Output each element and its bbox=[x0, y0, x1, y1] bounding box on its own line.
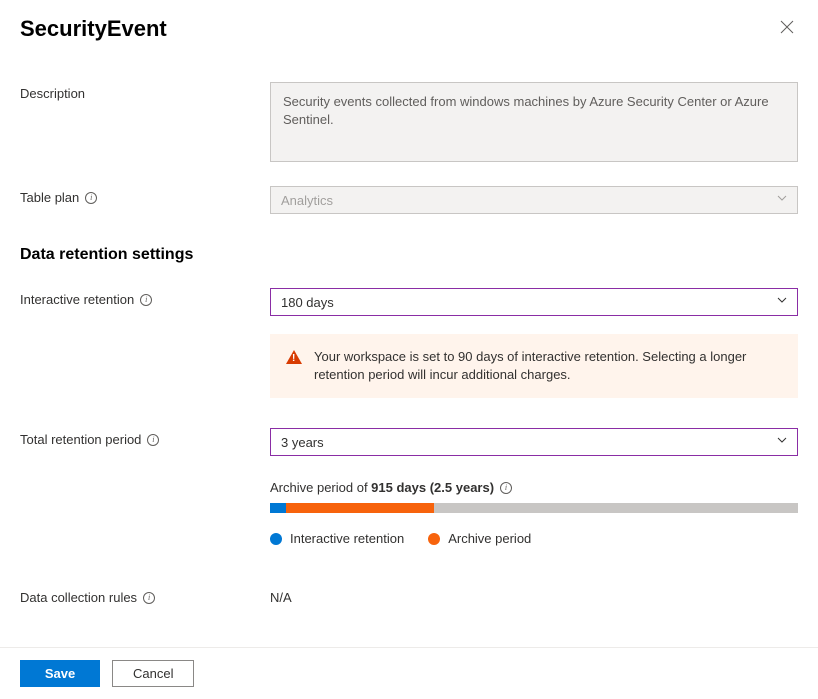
archive-period-label: Archive period of 915 days (2.5 years) i bbox=[270, 480, 798, 495]
chevron-down-icon bbox=[777, 195, 787, 205]
warning-message: Your workspace is set to 90 days of inte… bbox=[270, 334, 798, 398]
info-icon[interactable]: i bbox=[147, 434, 159, 446]
retention-bar bbox=[270, 503, 798, 513]
close-icon[interactable] bbox=[776, 16, 798, 42]
info-icon[interactable]: i bbox=[140, 294, 152, 306]
data-collection-rules-value: N/A bbox=[270, 586, 798, 605]
description-label: Description bbox=[20, 82, 270, 101]
total-retention-select[interactable]: 3 years bbox=[270, 428, 798, 456]
data-collection-rules-label: Data collection rules i bbox=[20, 586, 270, 605]
table-plan-select: Analytics bbox=[270, 186, 798, 214]
info-icon[interactable]: i bbox=[500, 482, 512, 494]
footer: Save Cancel bbox=[0, 647, 818, 699]
legend-dot-archive bbox=[428, 533, 440, 545]
save-button[interactable]: Save bbox=[20, 660, 100, 687]
description-value: Security events collected from windows m… bbox=[270, 82, 798, 162]
interactive-retention-label: Interactive retention i bbox=[20, 288, 270, 307]
bar-interactive bbox=[270, 503, 286, 513]
total-retention-label: Total retention period i bbox=[20, 428, 270, 447]
interactive-retention-select[interactable]: 180 days bbox=[270, 288, 798, 316]
bar-archive bbox=[286, 503, 434, 513]
chevron-down-icon bbox=[777, 297, 787, 307]
legend-dot-interactive bbox=[270, 533, 282, 545]
table-plan-label: Table plan i bbox=[20, 186, 270, 205]
warning-icon bbox=[286, 350, 302, 364]
legend: Interactive retention Archive period bbox=[270, 531, 798, 546]
section-heading: Data retention settings bbox=[20, 246, 798, 264]
cancel-button[interactable]: Cancel bbox=[112, 660, 194, 687]
info-icon[interactable]: i bbox=[143, 592, 155, 604]
chevron-down-icon bbox=[777, 437, 787, 447]
page-title: SecurityEvent bbox=[20, 16, 167, 42]
info-icon[interactable]: i bbox=[85, 192, 97, 204]
